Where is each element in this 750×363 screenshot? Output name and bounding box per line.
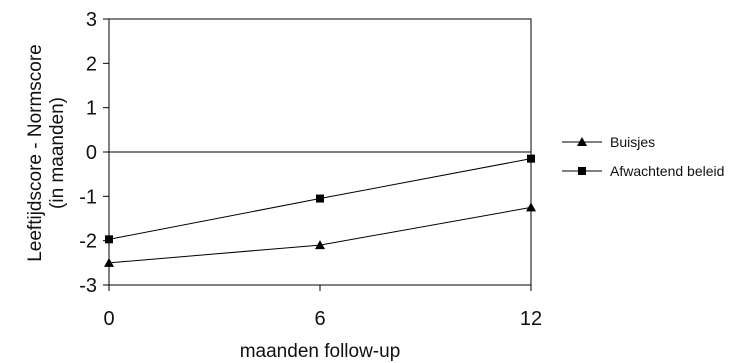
data-point-buisjes: [315, 240, 325, 250]
series-group: [104, 154, 536, 267]
legend-label-buisjes: Buisjes: [610, 134, 655, 150]
data-point-afwachtend-beleid: [527, 154, 535, 163]
y-tick-label: 0: [86, 142, 97, 164]
x-tick-labels: 0 6 12: [103, 308, 542, 330]
legend: Buisjes Afwachtend beleid: [562, 134, 724, 179]
x-axis-title: maanden follow-up: [240, 341, 401, 362]
legend-marker-buisjes: [577, 137, 587, 146]
x-tick-label: 0: [103, 308, 114, 330]
y-tick-label: -1: [79, 186, 97, 208]
legend-label-afwachtend-beleid: Afwachtend beleid: [610, 163, 724, 179]
y-axis-title-line2: (in maanden): [47, 97, 68, 209]
y-tick-labels: 3 2 1 0 -1 -2 -3: [79, 9, 97, 297]
data-point-buisjes: [104, 257, 114, 267]
x-tick-label: 12: [520, 308, 542, 330]
y-tick-label: 2: [86, 53, 97, 75]
y-tick-label: -2: [79, 231, 97, 253]
y-tick-label: 1: [86, 98, 97, 120]
data-point-afwachtend-beleid: [105, 235, 113, 244]
series-line-buisjes: [108, 206, 532, 264]
y-tick-label: -3: [79, 275, 97, 297]
y-axis-title-line1: Leeftijdscore - Normscore: [25, 44, 46, 262]
data-point-buisjes: [526, 202, 536, 212]
data-point-afwachtend-beleid: [316, 194, 324, 203]
x-tick-label: 6: [314, 308, 325, 330]
axes: [103, 18, 532, 291]
legend-marker-afwachtend-beleid: [578, 167, 586, 175]
y-tick-label: 3: [86, 9, 97, 31]
